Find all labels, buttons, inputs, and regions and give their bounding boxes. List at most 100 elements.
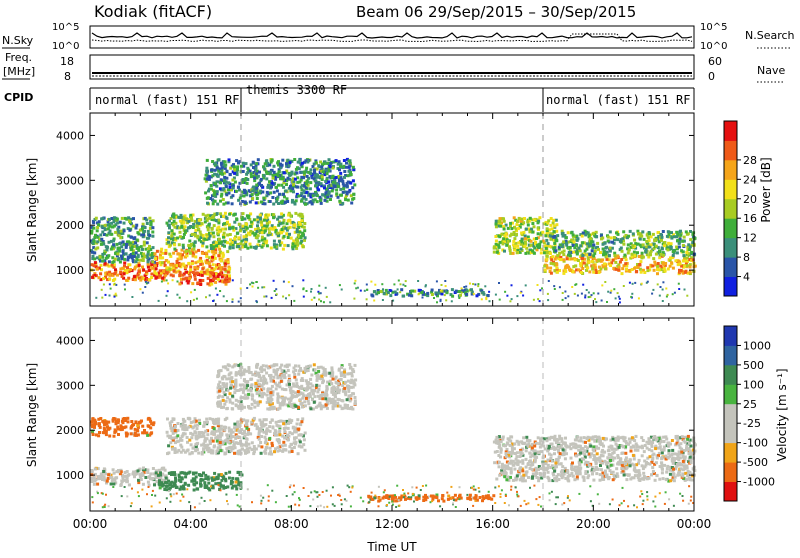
power-echo-cell: [259, 218, 262, 221]
power-echo-cell: [94, 261, 97, 264]
power-echo-cell: [250, 163, 253, 166]
power-echo-cell: [335, 176, 338, 179]
power-echo-cell: [193, 245, 196, 248]
power-echo-cell: [267, 172, 270, 175]
power-noise-cell: [559, 286, 561, 288]
power-echo-cell: [167, 231, 170, 234]
power-echo-cell: [249, 230, 252, 233]
power-noise-cell: [176, 294, 178, 296]
power-echo-cell: [273, 226, 276, 229]
power-echo-cell: [147, 253, 150, 256]
power-echo-cell: [142, 233, 145, 236]
velocity-echo-cell: [213, 446, 216, 449]
power-echo-cell: [197, 249, 200, 252]
power-echo-cell: [237, 162, 240, 165]
velocity-echo-cell: [222, 375, 225, 378]
power-echo-cell: [621, 272, 624, 275]
power-noise-cell: [193, 299, 195, 301]
power-noise-cell: [610, 292, 612, 294]
power-echo-cell: [141, 248, 144, 251]
power-echo-cell: [590, 256, 593, 259]
power-echo-cell: [638, 263, 641, 266]
power-echo-cell: [280, 231, 283, 234]
velocity-echo-cell: [346, 398, 349, 401]
power-echo-cell: [684, 271, 687, 274]
power-echo-cell: [219, 212, 222, 215]
power-echo-cell: [122, 267, 125, 270]
power-echo-cell: [188, 240, 191, 243]
velocity-echo-cell: [101, 478, 104, 481]
velocity-echo-cell: [245, 427, 248, 430]
power-echo-cell: [121, 217, 124, 220]
power-echo-cell: [118, 242, 121, 245]
power-echo-cell: [296, 228, 299, 231]
nsky-panel: N.Sky 10^5 10^0 10^5 10^0 N.Search: [2, 22, 795, 52]
velocity-echo-cell: [213, 433, 216, 436]
power-echo-cell: [343, 184, 346, 187]
power-noise-cell: [311, 299, 313, 301]
power-colorbar-segment: [724, 140, 737, 160]
power-echo-cell: [516, 251, 519, 254]
power-echo-cell: [179, 253, 182, 256]
power-echo-cell: [683, 236, 686, 239]
power-echo-cell: [520, 248, 523, 251]
power-echo-cell: [346, 191, 349, 194]
power-echo-cell: [135, 251, 138, 254]
power-noise-cell: [657, 283, 659, 285]
velocity-echo-cell: [283, 427, 286, 430]
power-echo-cell: [147, 230, 150, 233]
power-echo-cell: [231, 202, 234, 205]
velocity-echo-cell: [299, 423, 302, 426]
velocity-echo-cell: [128, 483, 131, 486]
power-echo-cell: [292, 239, 295, 242]
power-echo-cell: [659, 265, 662, 268]
power-echo-cell: [509, 249, 512, 252]
power-echo-cell: [537, 221, 540, 224]
velocity-echo-cell: [166, 485, 169, 488]
velocity-echo-cell: [195, 472, 198, 475]
power-colorbar-label: Power [dB]: [759, 157, 773, 222]
power-noise-cell: [638, 297, 640, 299]
power-echo-cell: [324, 180, 327, 183]
power-echo-cell: [402, 295, 405, 298]
power-noise-cell: [238, 301, 240, 303]
power-echo-cell: [296, 181, 299, 184]
power-echo-cell: [220, 240, 223, 243]
power-echo-cell: [510, 227, 513, 230]
power-echo-cell: [228, 278, 231, 281]
power-echo-cell: [170, 235, 173, 238]
power-noise-cell: [257, 287, 259, 289]
cpid-label: CPID: [4, 91, 33, 104]
power-echo-cell: [260, 178, 263, 181]
power-echo-cell: [249, 201, 252, 204]
power-echo-cell: [282, 193, 285, 196]
power-echo-cell: [273, 171, 276, 174]
power-echo-cell: [313, 171, 316, 174]
velocity-echo-cell: [167, 480, 170, 483]
power-noise-cell: [310, 291, 312, 293]
velocity-echo-cell: [206, 421, 209, 424]
power-echo-cell: [299, 231, 302, 234]
power-echo-cell: [199, 263, 202, 266]
power-echo-cell: [267, 214, 270, 217]
power-echo-cell: [592, 271, 595, 274]
power-echo-cell: [487, 294, 490, 297]
power-echo-cell: [237, 245, 240, 248]
power-echo-cell: [201, 252, 204, 255]
power-echo-cell: [581, 235, 584, 238]
power-echo-cell: [301, 234, 304, 237]
velocity-echo-cell: [309, 365, 312, 368]
power-noise-cell: [617, 292, 619, 294]
power-echo-cell: [573, 241, 576, 244]
power-echo-cell: [638, 255, 641, 258]
velocity-echo-cell: [223, 429, 226, 432]
velocity-echo-cell: [174, 447, 177, 450]
power-echo-cell: [286, 222, 289, 225]
velocity-echo-cell: [230, 450, 233, 453]
power-echo-cell: [130, 248, 133, 251]
power-echo-cell: [370, 294, 373, 297]
power-echo-cell: [209, 279, 212, 282]
power-echo-cell: [652, 257, 655, 260]
power-echo-cell: [667, 268, 670, 271]
power-echo-cell: [550, 258, 553, 261]
